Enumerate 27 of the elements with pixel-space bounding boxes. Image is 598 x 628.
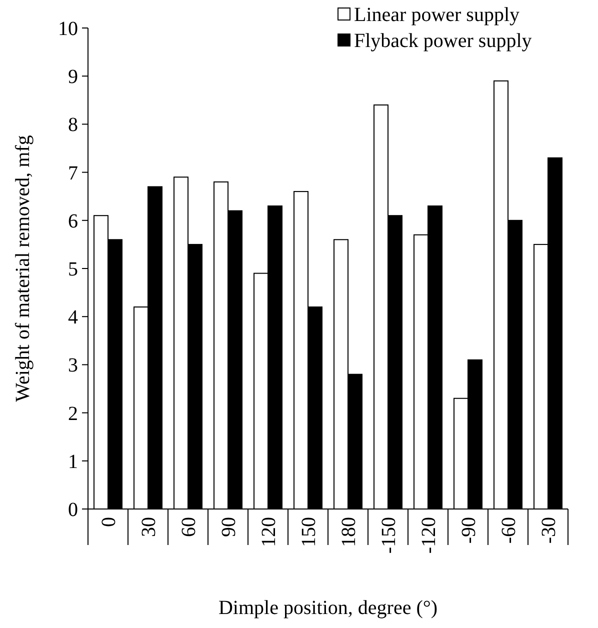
x-tick-label: -120 (418, 517, 440, 554)
y-tick-label: 3 (68, 354, 78, 377)
y-axis-title: Weight of material removed, mfg (12, 135, 34, 402)
x-tick-label: 0 (98, 517, 120, 527)
x-axis-title: Dimple position, degree (°) (218, 597, 438, 619)
x-tick-label: -30 (538, 517, 560, 544)
y-tick-label: 10 (58, 18, 78, 40)
x-tick-label: 150 (298, 517, 320, 547)
y-tick-label: 0 (68, 499, 78, 521)
y-tick-label: 5 (68, 258, 78, 280)
x-tick-label: -60 (498, 517, 520, 544)
y-tick-label: 4 (68, 306, 78, 329)
x-tick-label: -90 (458, 517, 480, 544)
y-tick-label: 6 (68, 210, 78, 232)
y-tick-label: 7 (68, 162, 78, 184)
x-tick-label: -150 (378, 517, 400, 554)
legend-label: Linear power supply (354, 4, 520, 26)
y-tick-label: 9 (68, 66, 78, 88)
x-tick-label: 120 (258, 517, 280, 547)
x-tick-label: 30 (138, 517, 160, 537)
x-tick-label: 180 (338, 517, 360, 547)
x-tick-label: 90 (218, 517, 240, 537)
y-tick-label: 2 (68, 402, 78, 425)
x-tick-label: 60 (178, 517, 200, 537)
y-tick-label: 1 (68, 450, 78, 473)
legend-label: Flyback power supply (354, 30, 532, 52)
y-tick-label: 8 (68, 114, 78, 136)
